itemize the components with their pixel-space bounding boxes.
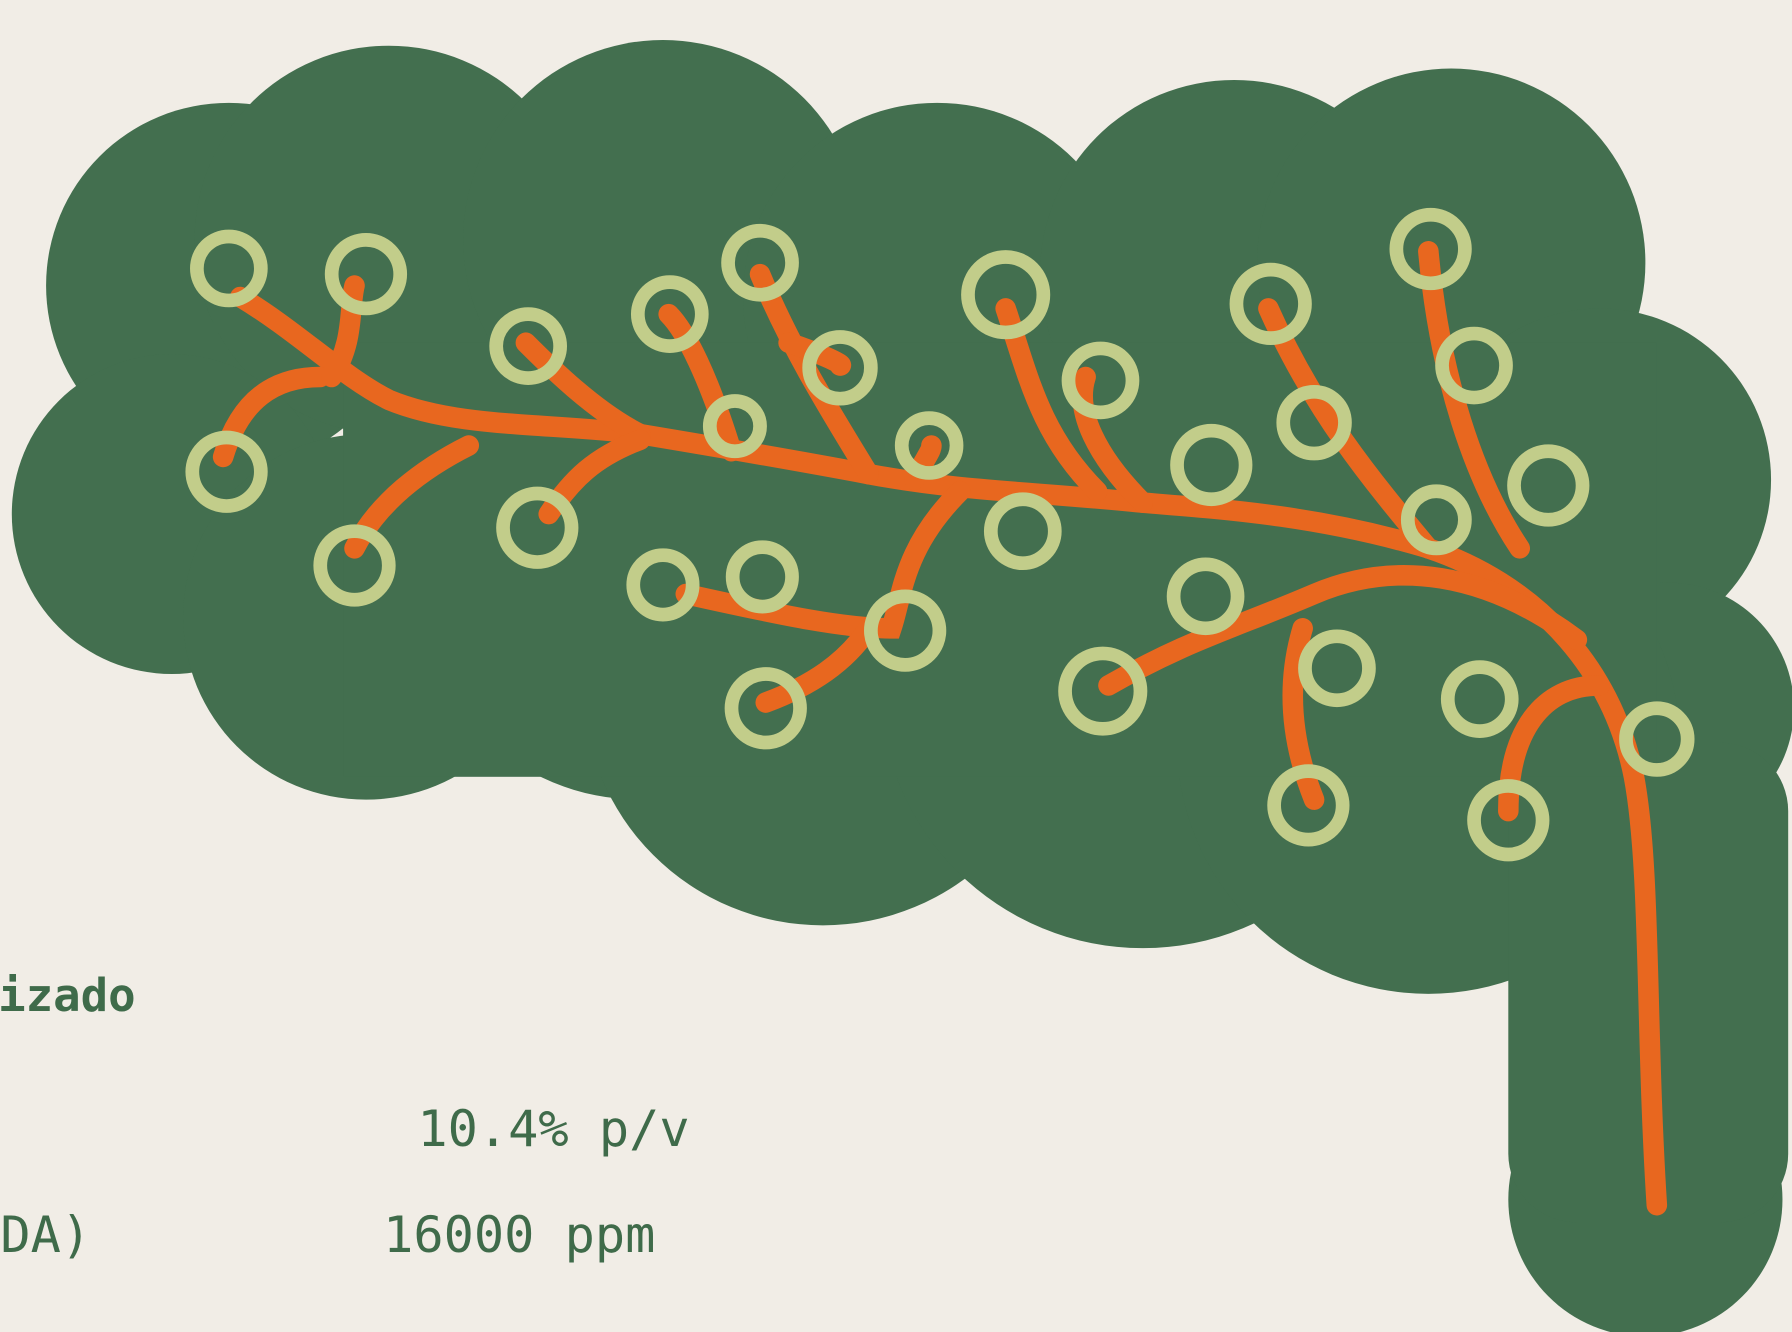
rings bbox=[185, 207, 1695, 862]
green-blob bbox=[11, 39, 1792, 1332]
row-value: 16000 ppm bbox=[383, 1205, 655, 1264]
row-value: 10.4% p/v bbox=[417, 1099, 689, 1158]
heading: izado bbox=[0, 969, 136, 1022]
row-label: DA) bbox=[0, 1205, 91, 1264]
